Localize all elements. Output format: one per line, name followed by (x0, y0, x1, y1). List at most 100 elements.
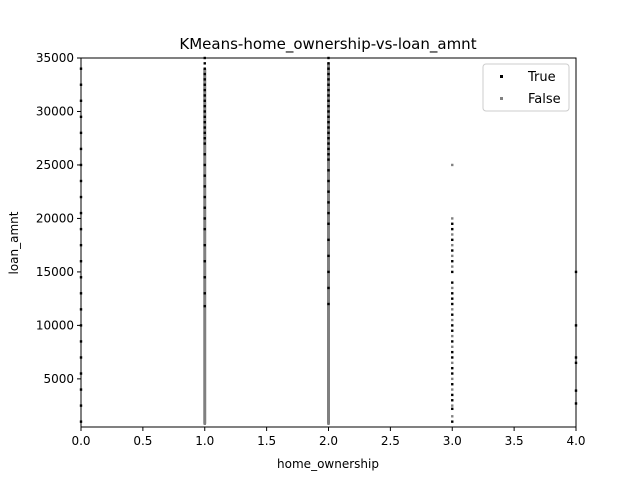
y-tick-label-5: 30000 (36, 104, 74, 118)
point-false-98 (451, 243, 454, 247)
point-true-82 (327, 62, 330, 65)
point-false-56 (327, 318, 330, 322)
point-false-70 (327, 206, 330, 209)
point-true-55 (327, 270, 330, 274)
point-true-54 (327, 286, 330, 290)
point-false-87 (451, 404, 454, 407)
point-true-90 (451, 366, 454, 370)
point-false-28 (203, 197, 206, 201)
point-false-5 (203, 383, 206, 386)
point-true-97 (451, 302, 454, 306)
y-tick-label-0: 5000 (43, 372, 74, 386)
point-true-62 (327, 179, 330, 183)
point-true-92 (451, 350, 454, 354)
point-false-15 (203, 302, 206, 306)
point-true-89 (451, 372, 454, 375)
point-false-94 (451, 308, 454, 311)
point-false-49 (327, 375, 330, 378)
point-false-86 (451, 415, 454, 418)
point-true-38 (203, 131, 206, 135)
x-tick-label-1: 0.5 (133, 434, 152, 448)
point-false-7 (203, 366, 206, 370)
y-axis-label: loan_amnt (7, 211, 21, 274)
point-true-67 (327, 142, 330, 145)
point-true-75 (327, 99, 330, 102)
point-false-71 (327, 197, 330, 201)
point-false-54 (327, 334, 330, 338)
point-false-43 (327, 422, 330, 425)
point-false-9 (203, 350, 206, 354)
point-false-95 (451, 286, 454, 290)
point-false-88 (451, 388, 454, 391)
x-tick-label-5: 2.5 (381, 434, 400, 448)
point-true-60 (327, 201, 330, 204)
legend-box (482, 63, 570, 112)
point-true-26 (203, 260, 206, 263)
point-true-59 (327, 211, 330, 215)
point-true-44 (203, 99, 206, 102)
legend-marker-true (500, 75, 503, 78)
point-false-92 (451, 334, 454, 338)
point-false-97 (451, 254, 454, 258)
point-true-46 (203, 88, 206, 92)
point-true-81 (327, 67, 330, 70)
y-tick-label-3: 20000 (36, 211, 74, 225)
point-true-88 (451, 383, 454, 386)
point-true-71 (327, 120, 330, 124)
point-false-53 (327, 343, 330, 346)
point-true-85 (451, 407, 454, 411)
point-false-34 (203, 150, 206, 154)
point-true-35 (203, 153, 206, 156)
x-axis-ticks: 0.0 0.5 1.0 1.5 2.0 2.5 3.0 3.5 4.0 (71, 427, 586, 448)
point-true-79 (327, 78, 330, 81)
point-true-43 (203, 104, 206, 108)
point-false-14 (203, 311, 206, 314)
point-false-29 (203, 190, 206, 193)
point-true-66 (327, 147, 330, 151)
y-axis-ticks: 5000 10000 15000 20000 25000 30000 35000 (36, 51, 81, 386)
point-false-61 (327, 279, 330, 282)
point-false-55 (327, 326, 330, 329)
legend-label-false: False (528, 92, 561, 107)
legend-marker-false (500, 97, 503, 100)
point-true-48 (203, 78, 206, 81)
point-false-22 (203, 247, 206, 250)
point-true-72 (327, 115, 330, 119)
point-false-93 (451, 318, 454, 322)
point-true-30 (203, 206, 206, 209)
point-true-102 (451, 260, 454, 263)
point-false-25 (203, 222, 206, 225)
point-false-75 (327, 165, 330, 169)
point-false-30 (203, 183, 206, 186)
legend: True False (482, 63, 570, 112)
point-true-57 (327, 238, 330, 242)
point-true-96 (451, 313, 454, 316)
point-true-33 (203, 174, 206, 177)
point-true-27 (203, 243, 206, 247)
point-true-61 (327, 190, 330, 193)
point-true-25 (203, 276, 206, 279)
y-tick-label-6: 35000 (36, 51, 74, 65)
point-true-37 (203, 137, 206, 140)
point-false-1 (203, 415, 206, 418)
point-true-103 (451, 249, 454, 252)
point-false-50 (327, 366, 330, 370)
point-false-65 (327, 247, 330, 250)
point-true-39 (203, 126, 206, 129)
point-true-80 (327, 72, 330, 76)
point-true-53 (327, 302, 330, 306)
point-false-67 (327, 230, 330, 233)
point-true-24 (203, 292, 206, 295)
point-false-20 (203, 262, 206, 265)
point-false-23 (203, 238, 206, 242)
point-false-101 (451, 163, 454, 167)
point-false-6 (203, 375, 206, 378)
point-false-96 (451, 265, 454, 268)
point-true-68 (327, 137, 330, 140)
point-true-86 (451, 399, 454, 402)
point-true-40 (203, 120, 206, 124)
point-true-51 (203, 62, 206, 65)
point-true-69 (327, 131, 330, 135)
point-false-48 (327, 383, 330, 386)
point-true-78 (327, 83, 330, 86)
